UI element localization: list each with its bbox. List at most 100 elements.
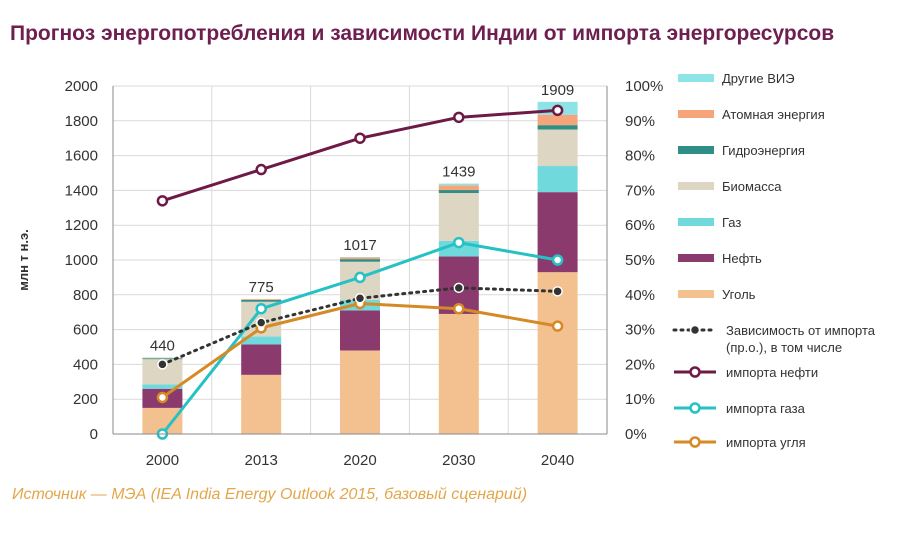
legend-label: импорта угля [726,435,806,450]
chart-title: Прогноз энергопотребления и зависимости … [10,22,835,45]
x-tick-label: 2000 [146,452,179,469]
legend-label: Уголь [722,287,756,302]
bar-total-label: 1017 [343,237,376,254]
line-point [453,282,465,294]
y-tick-label: 2000 [65,78,98,95]
bar-segment [537,129,578,167]
legend-swatch [678,254,714,262]
bar-total-label: 775 [249,279,274,296]
legend-swatch [678,146,714,154]
line-point [551,320,564,332]
bar-segment [438,183,479,186]
y-tick-label: 1200 [65,217,98,234]
x-tick-label: 2040 [541,452,574,469]
legend-swatch [678,218,714,226]
legend-marker [689,324,701,336]
y-axis-label: млн т н.э. [16,229,31,291]
x-tick-label: 2030 [442,452,475,469]
y2-tick-label: 20% [625,356,655,373]
legend-label: Другие ВИЭ [722,71,795,86]
y2-tick-label: 30% [625,322,655,339]
legend-swatch [678,74,714,82]
y-tick-label: 600 [73,322,98,339]
bar-segment [537,166,578,193]
legend-label: Газ [722,215,741,230]
line-point [255,163,267,176]
legend-swatch [678,110,714,118]
line-point [354,293,366,304]
bar-segment [438,185,479,191]
y-tick-label: 0 [90,426,98,443]
legend-label: Атомная энергия [722,107,825,122]
x-tick-label: 2013 [245,452,278,469]
bar-totals: 440 775 1017 1439 1909 [150,82,574,355]
y-tick-label: 1400 [65,182,98,199]
bar-segment [142,358,183,360]
y-tick-label: 200 [73,391,98,408]
y2-tick-label: 50% [625,252,655,269]
legend-label: импорта газа [726,401,806,416]
bar-segment [241,299,282,301]
lines [156,104,564,440]
line-point [255,317,267,328]
bar-segment [241,300,282,302]
line-point [156,195,169,207]
bar-segment [241,336,282,345]
line-point [551,104,564,117]
axes: 0 200 400 600 800 1000 1200 1400 1600 1800 2000 0% 1… [16,78,663,469]
x-tick-label: 2020 [343,452,376,469]
bar-total-label: 1439 [442,164,475,181]
line-point [453,302,465,315]
y-tick-label: 1000 [65,252,98,269]
line-point [453,111,465,124]
bar-segment [537,114,578,126]
legend: Другие ВИЭ Атомная энергия Гидроэнергия Био… [672,71,876,450]
bar-segment [340,259,380,262]
bar-segment [241,344,282,375]
bar-segment [340,257,380,260]
y-tick-label: 1600 [65,148,98,165]
legend-label: Биомасса [722,179,782,194]
legend-label-cont: (пр.о.), в том числе [726,340,842,355]
legend-marker [689,436,701,448]
line-point [551,254,564,266]
legend-swatch [678,182,714,190]
bar-total-label: 1909 [541,82,574,99]
bar-segment [340,310,380,351]
bar-segment [537,272,578,434]
bar-segment [142,357,183,359]
y2-tick-label: 100% [625,78,663,95]
y2-tick-label: 80% [625,148,655,165]
bar-segment [537,125,578,130]
legend-marker [689,366,701,378]
bar-segment [241,374,282,434]
legend-swatch [678,290,714,298]
y-tick-label: 400 [73,356,98,373]
legend-label: Зависимость от импорта [726,323,876,338]
y2-tick-label: 0% [625,426,647,443]
bar-segment [142,384,183,389]
legend-label: Гидроэнергия [722,143,805,158]
line-point [552,286,563,297]
line-point [255,302,267,315]
y2-tick-label: 90% [625,113,655,130]
y-tick-label: 800 [73,287,98,304]
bar-segment [438,193,479,241]
bars [142,101,578,434]
legend-marker [689,402,701,414]
y2-tick-label: 60% [625,217,655,234]
y2-tick-label: 40% [625,287,655,304]
bar-segment [340,350,380,434]
line-point [157,359,168,370]
source-note: Источник — МЭА (IEA India Energy Outlook… [12,486,528,503]
y2-tick-label: 10% [625,391,655,408]
bar-total-label: 440 [150,337,175,354]
line-point [156,391,169,404]
legend-label: импорта нефти [726,365,818,380]
line-point [354,271,366,284]
bar-segment [438,190,479,194]
line-point [354,132,366,144]
line-point [453,236,465,249]
y-tick-label: 1800 [65,113,98,130]
